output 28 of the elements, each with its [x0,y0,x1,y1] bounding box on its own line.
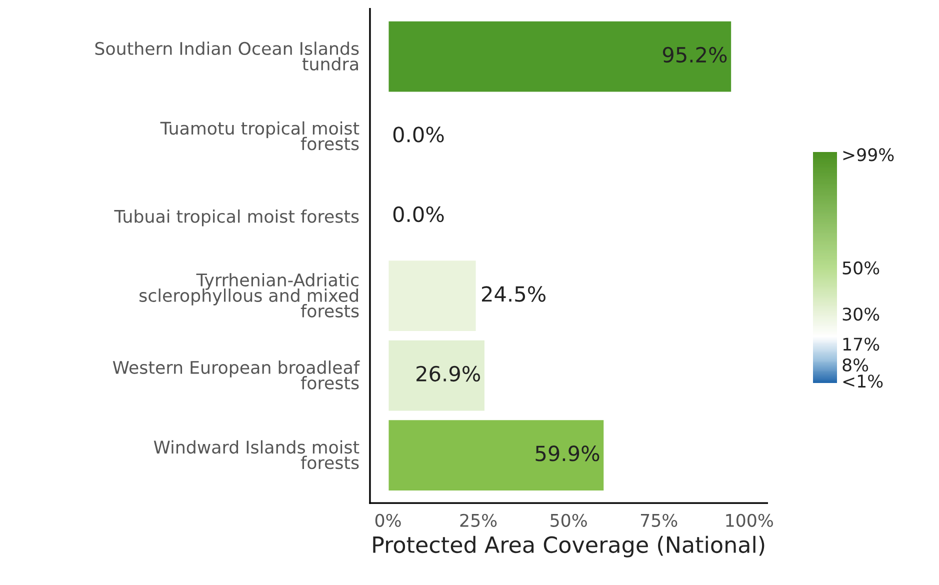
x-tick-label: 0% [375,514,401,527]
y-tick-label: Western European broadleaf forests [112,360,360,390]
data-label: 95.2% [662,46,727,63]
color-bar-label: 8% [842,358,868,372]
x-tick-label: 100% [726,514,773,527]
x-tick-label: 75% [640,514,678,527]
y-tick-label: Tyrrhenian-Adriatic sclerophyllous and mixed forests [140,273,359,318]
y-tick-label: Southern Indian Ocean Islands tundra [95,42,359,71]
bar [387,20,732,94]
y-tick-label: Windward Islands moist forests [154,440,360,470]
x-tick-label: 25% [460,514,497,527]
bar [387,418,606,492]
data-label: 0.0% [393,206,444,222]
color-bar-label: 30% [842,308,880,321]
x-tick-label: 50% [550,514,587,527]
x-axis-title: Protected Area Coverage (National) [373,536,764,558]
bar [387,259,478,332]
data-label: 59.9% [536,446,600,462]
data-label: 24.5% [482,286,546,302]
color-bar-label: >99% [843,148,894,162]
color-bar-label: 17% [843,338,880,351]
y-tick-label: Tubuai tropical moist forests [114,209,359,226]
data-label: 0.0% [393,126,444,142]
data-label: 26.9% [416,366,480,382]
color-bar-label: 50% [842,261,880,274]
bar [387,338,486,412]
y-tick-label: Tuamotu tropical moist forests [160,121,360,150]
color-bar-label: <1% [843,374,883,388]
